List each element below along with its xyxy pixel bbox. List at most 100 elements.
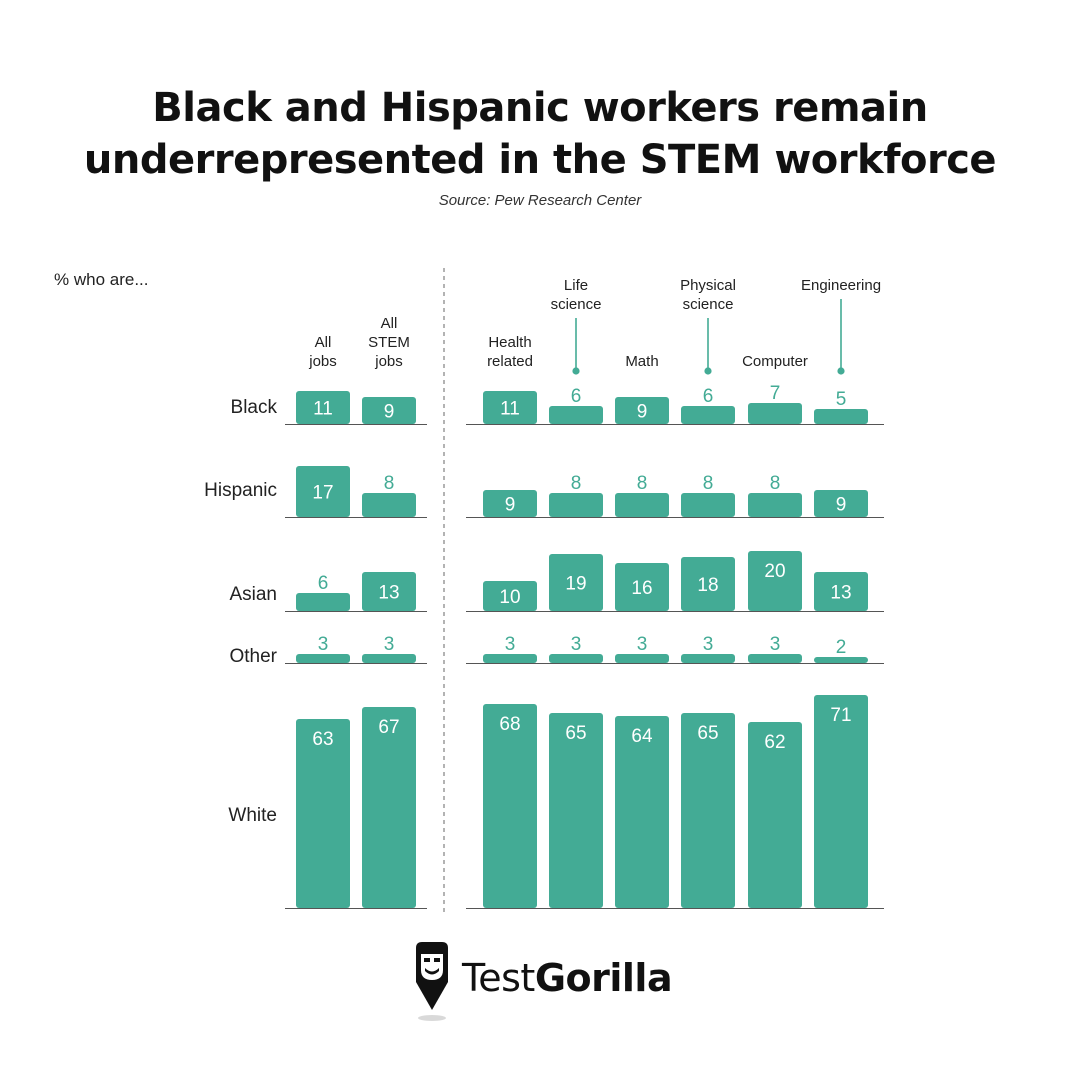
category-label-all-stem-jobs-line-1: All <box>381 315 398 332</box>
data-label-black-computer: 7 <box>770 383 781 404</box>
data-label-white-math: 64 <box>631 726 653 747</box>
data-label-other-health-related: 3 <box>505 634 516 655</box>
row-label-black: Black <box>231 397 278 418</box>
bar-black-all-stem-jobs <box>362 397 416 424</box>
bar-hispanic-all-jobs <box>296 466 350 517</box>
category-label-all-stem-jobs-line-3: jobs <box>374 353 403 370</box>
testgorilla-logo: TestGorilla <box>410 940 680 1022</box>
category-label-engineering-line-1: Engineering <box>801 277 881 294</box>
callout-dot-engineering <box>837 367 845 375</box>
data-label-hispanic-all-jobs: 17 <box>312 483 333 504</box>
bar-white-physical-science <box>681 713 735 908</box>
data-label-hispanic-all-stem-jobs: 8 <box>384 473 395 494</box>
bar-white-all-jobs <box>296 719 350 908</box>
bar-black-health-related <box>483 391 537 424</box>
bar-asian-life-science <box>549 554 603 611</box>
bar-black-physical-science <box>681 406 735 424</box>
bar-hispanic-engineering <box>814 490 868 517</box>
data-label-asian-math: 16 <box>631 578 652 599</box>
data-label-black-life-science: 6 <box>571 386 582 407</box>
data-label-white-computer: 62 <box>764 732 785 753</box>
bar-other-physical-science <box>681 654 735 663</box>
data-label-other-computer: 3 <box>770 634 781 655</box>
data-label-white-all-jobs: 63 <box>312 729 333 750</box>
bar-asian-health-related <box>483 581 537 611</box>
data-label-black-all-jobs: 11 <box>313 399 333 420</box>
data-label-hispanic-life-science: 8 <box>571 473 582 494</box>
callout-dot-life-science <box>572 367 580 375</box>
data-label-other-life-science: 3 <box>571 634 582 655</box>
data-label-hispanic-physical-science: 8 <box>703 473 714 494</box>
row-label-asian: Asian <box>229 584 277 605</box>
data-label-asian-computer: 20 <box>764 561 785 582</box>
category-label-all-jobs-line-2: jobs <box>308 353 337 370</box>
data-label-asian-engineering: 13 <box>830 583 851 604</box>
data-label-hispanic-health-related: 9 <box>505 495 516 516</box>
category-label-all-jobs-line-1: All <box>315 334 332 351</box>
data-label-other-physical-science: 3 <box>703 634 714 655</box>
data-label-white-health-related: 68 <box>499 714 520 735</box>
y-intro-label: % who are... <box>54 270 149 289</box>
bar-white-all-stem-jobs <box>362 707 416 908</box>
category-label-physical-science-line-2: science <box>683 296 734 313</box>
data-label-white-all-stem-jobs: 67 <box>378 717 399 738</box>
category-label-math-line-1: Math <box>625 353 658 370</box>
bar-other-computer <box>748 654 802 663</box>
data-label-asian-life-science: 19 <box>565 574 586 595</box>
bar-other-all-stem-jobs <box>362 654 416 663</box>
brand-name: TestGorilla <box>462 956 673 1000</box>
data-label-other-all-jobs: 3 <box>318 634 329 655</box>
data-label-other-math: 3 <box>637 634 648 655</box>
bar-black-computer <box>748 403 802 424</box>
category-label-health-related-line-1: Health <box>488 334 531 351</box>
brand-name-bold: Gorilla <box>534 956 673 1000</box>
data-label-black-all-stem-jobs: 9 <box>384 402 395 423</box>
gorilla-pencil-icon <box>416 942 448 1021</box>
data-label-hispanic-engineering: 9 <box>836 495 847 516</box>
bar-other-math <box>615 654 669 663</box>
bar-other-health-related <box>483 654 537 663</box>
bar-hispanic-health-related <box>483 490 537 517</box>
chart-title-line-1: Black and Hispanic workers remain <box>152 85 928 131</box>
data-label-asian-physical-science: 18 <box>697 575 718 596</box>
bar-white-math <box>615 716 669 908</box>
bar-hispanic-life-science <box>549 493 603 517</box>
row-label-hispanic: Hispanic <box>204 480 277 501</box>
row-label-other: Other <box>229 646 277 667</box>
bar-black-all-jobs <box>296 391 350 424</box>
callout-dot-physical-science <box>704 367 712 375</box>
data-label-black-math: 9 <box>637 402 648 423</box>
category-label-life-science-line-1: Life <box>564 277 588 294</box>
bar-hispanic-math <box>615 493 669 517</box>
data-label-asian-all-jobs: 6 <box>318 573 329 594</box>
chart-title: Black and Hispanic workers remain underr… <box>0 82 1080 186</box>
data-label-asian-health-related: 10 <box>499 587 520 608</box>
bar-white-engineering <box>814 695 868 908</box>
bar-hispanic-physical-science <box>681 493 735 517</box>
data-label-white-engineering: 71 <box>830 705 851 726</box>
data-label-white-life-science: 65 <box>565 723 586 744</box>
bar-black-math <box>615 397 669 424</box>
data-label-other-engineering: 2 <box>836 637 847 658</box>
bar-other-life-science <box>549 654 603 663</box>
category-label-physical-science-line-1: Physical <box>680 277 736 294</box>
data-label-hispanic-computer: 8 <box>770 473 781 494</box>
data-label-black-engineering: 5 <box>836 389 847 410</box>
bar-asian-physical-science <box>681 557 735 611</box>
bar-white-life-science <box>549 713 603 908</box>
stacked-row-bar-chart: % who are... Black Hispanic Asian Other White… <box>54 268 884 912</box>
bar-asian-computer <box>748 551 802 611</box>
row-label-white: White <box>228 805 277 826</box>
data-label-asian-all-stem-jobs: 13 <box>378 583 399 604</box>
chart-title-line-2: underrepresented in the STEM workforce <box>83 137 997 183</box>
category-label-health-related-line-2: related <box>487 353 533 370</box>
bar-hispanic-computer <box>748 493 802 517</box>
chart-source: Source: Pew Research Center <box>438 192 642 209</box>
bar-other-engineering <box>814 657 868 663</box>
data-label-hispanic-math: 8 <box>637 473 648 494</box>
bar-asian-all-stem-jobs <box>362 572 416 611</box>
bar-white-health-related <box>483 704 537 908</box>
bar-black-life-science <box>549 406 603 424</box>
bar-asian-engineering <box>814 572 868 611</box>
category-label-computer-line-1: Computer <box>742 353 808 370</box>
